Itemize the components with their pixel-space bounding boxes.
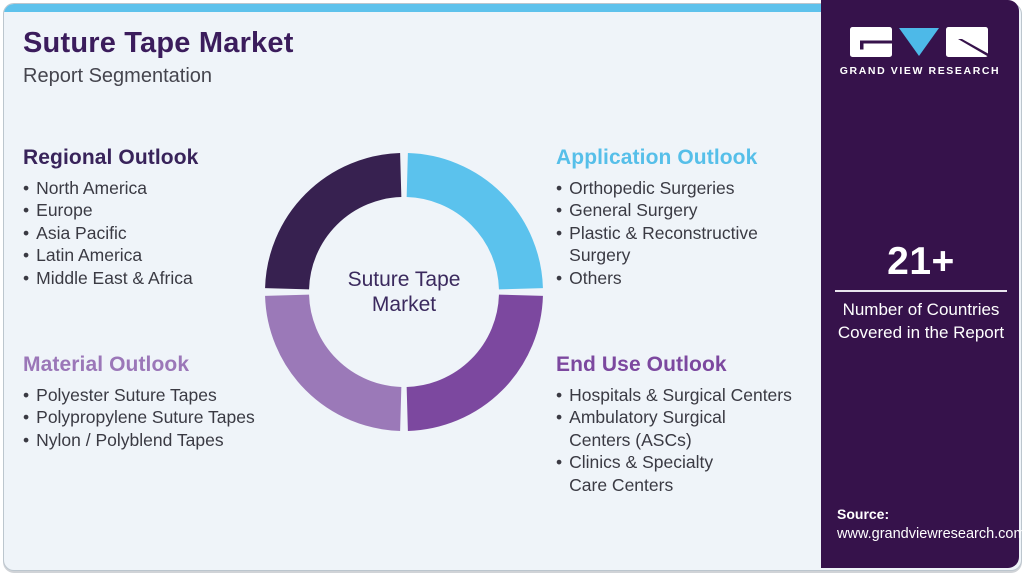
list-item-label: Latin America (36, 245, 143, 266)
bullet-icon: • (23, 178, 30, 198)
list-item-label: Clinics & Specialty Care Centers (569, 452, 714, 495)
list-item-label: Nylon / Polyblend Tapes (36, 429, 224, 450)
donut-chart-svg (265, 153, 543, 431)
list-item-label: Orthopedic Surgeries (569, 178, 735, 198)
donut-center-label: Suture Tape Market (347, 268, 461, 316)
list-item: • Europe (23, 199, 263, 221)
donut-segment (265, 293, 403, 431)
section-title-material: Material Outlook (23, 353, 190, 376)
list-item-label: Polyester Suture Tapes (36, 385, 217, 405)
bullet-icon: • (23, 407, 30, 428)
list-item: • Plastic & Reconstructive Surgery (556, 222, 814, 267)
countries-stat: 21+ Number of Countries Covered in the R… (835, 240, 1007, 344)
list-item: • Others (556, 267, 814, 289)
gvr-logo: GRAND VIEW RESEARCH (821, 27, 1019, 77)
donut-segment (405, 153, 543, 291)
list-item-label: Others (569, 267, 622, 288)
list-item: • Nylon / Polyblend Tapes (23, 429, 293, 451)
list-item-label: Hospitals & Surgical Centers (569, 385, 792, 405)
bullet-icon: • (23, 245, 30, 266)
list-item-label: Asia Pacific (36, 222, 127, 243)
bullet-icon: • (556, 222, 563, 243)
list-item: • Hospitals & Surgical Centers (556, 384, 824, 406)
title-block: Suture Tape Market Report Segmentation (23, 27, 294, 88)
page-subtitle: Report Segmentation (23, 65, 213, 87)
bullet-icon: • (23, 385, 30, 405)
section-application-outlook: Application Outlook • Orthopedic Surgerie… (556, 146, 814, 289)
source-label: Source: (837, 506, 890, 522)
donut-segment (405, 293, 543, 431)
source-url: www.grandviewresearch.com (837, 526, 1025, 542)
bullet-icon: • (23, 429, 30, 450)
end-use-list: • Hospitals & Surgical Centers • Ambulator… (556, 384, 824, 496)
bullet-icon: • (23, 222, 30, 243)
section-title-end-use: End Use Outlook (556, 353, 727, 376)
list-item: • Asia Pacific (23, 222, 263, 244)
list-item-label: Plastic & Reconstructive Surgery (569, 222, 758, 266)
list-item: • North America (23, 177, 263, 199)
section-title-application: Application Outlook (556, 146, 758, 169)
list-item: • Latin America (23, 244, 263, 266)
list-item: • Middle East & Africa (23, 267, 263, 289)
bullet-icon: • (556, 200, 563, 221)
bullet-icon: • (556, 267, 563, 288)
stat-value: 21+ (887, 240, 955, 283)
application-list: • Orthopedic Surgeries • General Surgery •… (556, 177, 814, 289)
list-item-label: Polypropylene Suture Tapes (36, 407, 255, 428)
donut-segment (265, 153, 403, 291)
list-item-label: Ambulatory Surgical Centers (ASCs) (569, 407, 726, 450)
top-accent-bar (4, 4, 825, 12)
donut-chart: Suture Tape Market (265, 153, 543, 431)
section-title-regional: Regional Outlook (23, 146, 199, 169)
regional-list: • North America • Europe • Asia Pacific • La… (23, 177, 263, 289)
list-item: • Ambulatory Surgical Centers (ASCs) (556, 406, 824, 451)
section-material-outlook: Material Outlook • Polyester Suture Tapes… (23, 353, 293, 451)
gvr-logo-icon (850, 27, 988, 57)
list-item-label: North America (36, 178, 148, 198)
page-title: Suture Tape Market (23, 27, 294, 59)
bullet-icon: • (556, 452, 563, 473)
bullet-icon: • (23, 200, 30, 221)
list-item-label: Middle East & Africa (36, 267, 193, 288)
bullet-icon: • (556, 385, 563, 405)
stat-caption: Number of Countries Covered in the Repor… (837, 300, 1005, 342)
sidebar: GRAND VIEW RESEARCH 21+ Number of Countr… (821, 0, 1025, 568)
stat-divider (835, 290, 1007, 292)
material-list: • Polyester Suture Tapes • Polypropylene S… (23, 384, 293, 451)
list-item-label: General Surgery (569, 200, 698, 221)
source-block: Source: www.grandviewresearch.com (837, 506, 1025, 542)
bullet-icon: • (556, 407, 563, 428)
section-end-use-outlook: End Use Outlook • Hospitals & Surgical Ce… (556, 353, 824, 496)
list-item: • General Surgery (556, 199, 814, 221)
list-item: • Polyester Suture Tapes (23, 384, 293, 406)
list-item-label: Europe (36, 200, 93, 221)
bullet-icon: • (23, 267, 30, 288)
list-item: • Polypropylene Suture Tapes (23, 406, 293, 428)
gvr-logo-wordmark: GRAND VIEW RESEARCH (839, 65, 1001, 77)
list-item: • Orthopedic Surgeries (556, 177, 814, 199)
list-item: • Clinics & Specialty Care Centers (556, 451, 824, 496)
bullet-icon: • (556, 178, 563, 198)
section-regional-outlook: Regional Outlook • North America • Europe … (23, 146, 263, 289)
